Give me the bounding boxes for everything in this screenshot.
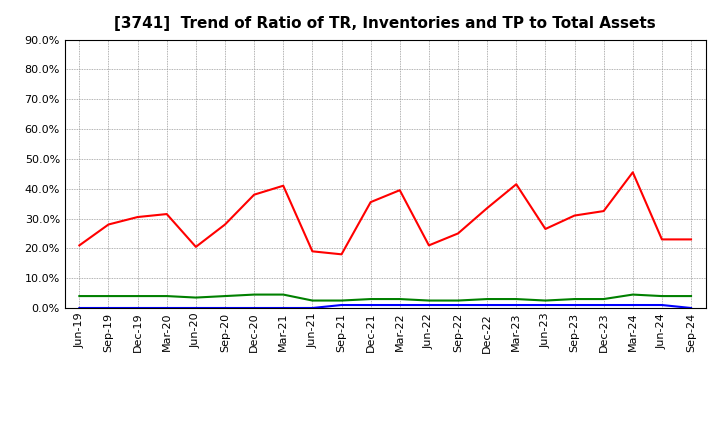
Inventories [512,302,521,308]
Trade Receivables [483,205,492,211]
Line: Trade Receivables: Trade Receivables [79,172,691,254]
Trade Payables [483,297,492,302]
Trade Payables [250,292,258,297]
Trade Receivables [657,237,666,242]
Title: [3741]  Trend of Ratio of TR, Inventories and TP to Total Assets: [3741] Trend of Ratio of TR, Inventories… [114,16,656,32]
Trade Payables [75,293,84,299]
Trade Receivables [425,243,433,248]
Trade Receivables [220,222,229,227]
Trade Receivables [192,244,200,249]
Trade Payables [104,293,113,299]
Trade Receivables [512,182,521,187]
Trade Payables [220,293,229,299]
Inventories [454,302,462,308]
Trade Payables [687,293,696,299]
Trade Payables [133,293,142,299]
Inventories [599,302,608,308]
Trade Receivables [687,237,696,242]
Inventories [337,302,346,308]
Inventories [279,305,287,311]
Trade Payables [425,298,433,303]
Inventories [366,302,375,308]
Trade Receivables [570,213,579,218]
Inventories [629,302,637,308]
Trade Payables [308,298,317,303]
Trade Payables [570,297,579,302]
Trade Receivables [279,183,287,188]
Trade Receivables [163,211,171,216]
Trade Payables [657,293,666,299]
Trade Receivables [75,243,84,248]
Trade Receivables [104,222,113,227]
Trade Receivables [599,209,608,214]
Inventories [483,302,492,308]
Inventories [163,305,171,311]
Inventories [395,302,404,308]
Trade Payables [512,297,521,302]
Trade Payables [629,292,637,297]
Trade Payables [337,298,346,303]
Trade Payables [395,297,404,302]
Inventories [657,302,666,308]
Trade Receivables [395,187,404,193]
Inventories [687,305,696,311]
Trade Receivables [133,214,142,220]
Trade Receivables [629,170,637,175]
Trade Receivables [541,226,550,231]
Inventories [75,305,84,311]
Inventories [192,305,200,311]
Inventories [425,302,433,308]
Inventories [220,305,229,311]
Trade Payables [541,298,550,303]
Trade Payables [599,297,608,302]
Inventories [133,305,142,311]
Trade Receivables [308,249,317,254]
Inventories [104,305,113,311]
Inventories [570,302,579,308]
Inventories [541,302,550,308]
Trade Payables [454,298,462,303]
Trade Payables [163,293,171,299]
Inventories [250,305,258,311]
Trade Receivables [454,231,462,236]
Line: Inventories: Inventories [79,305,691,308]
Inventories [308,305,317,311]
Trade Receivables [366,199,375,205]
Trade Payables [192,295,200,300]
Trade Receivables [250,192,258,197]
Trade Receivables [337,252,346,257]
Trade Payables [366,297,375,302]
Trade Payables [279,292,287,297]
Line: Trade Payables: Trade Payables [79,295,691,301]
